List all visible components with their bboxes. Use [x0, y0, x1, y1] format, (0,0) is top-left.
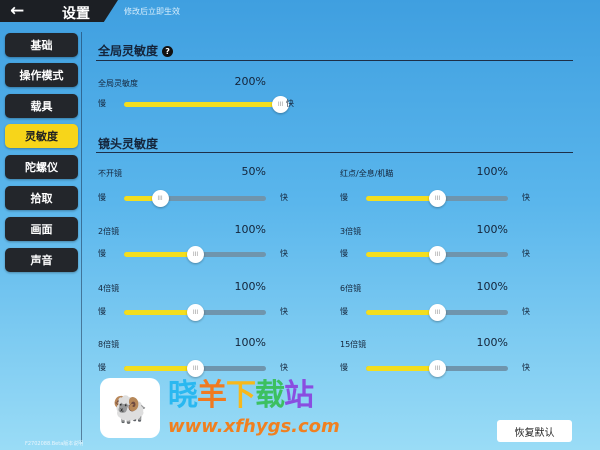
slider-handle[interactable]: III	[429, 304, 446, 321]
slider-handle[interactable]: III	[151, 190, 169, 207]
slow-label: 慢	[98, 99, 106, 108]
sensitivity-slider[interactable]: III	[124, 360, 266, 377]
slow-label: 慢	[98, 307, 106, 316]
slider-label: 6倍镜	[340, 284, 362, 293]
slider-label: 3倍镜	[340, 227, 362, 236]
sidebar-item[interactable]: 基础	[5, 33, 78, 57]
slider-value: 100%	[234, 223, 266, 236]
slider-fill	[366, 196, 437, 201]
fast-label: 快	[522, 249, 530, 258]
sensitivity-slider[interactable]: III	[366, 304, 508, 321]
back-arrow-icon[interactable]: ←	[10, 1, 25, 21]
slow-label: 慢	[98, 363, 106, 372]
divider	[96, 60, 573, 61]
slider-value: 100%	[234, 336, 266, 349]
sidebar-item[interactable]: 灵敏度	[5, 124, 78, 148]
fast-label: 快	[280, 249, 288, 258]
slider-fill	[124, 196, 160, 201]
slow-label: 慢	[340, 249, 348, 258]
header-bar	[0, 0, 118, 22]
page-title: 设置	[62, 6, 90, 22]
slider-fill	[124, 366, 195, 371]
sidebar-item[interactable]: 画面	[5, 217, 78, 241]
slider-value: 100%	[476, 223, 508, 236]
slider-value: 100%	[476, 280, 508, 293]
sidebar-item[interactable]: 拾取	[5, 186, 78, 210]
slow-label: 慢	[340, 307, 348, 316]
sidebar-item[interactable]: 操作模式	[5, 63, 78, 87]
fast-label: 快	[286, 99, 294, 108]
slider-fill	[366, 310, 437, 315]
slider-label: 2倍镜	[98, 227, 120, 236]
fast-label: 快	[280, 193, 288, 202]
slider-handle[interactable]: III	[187, 360, 204, 377]
slider-handle[interactable]: III	[429, 360, 446, 377]
watermark-url: www.xfhygs.com	[168, 416, 340, 437]
slider-handle[interactable]: III	[187, 246, 204, 263]
sensitivity-slider[interactable]: III	[124, 246, 266, 263]
slider-handle[interactable]: III	[187, 304, 204, 321]
slow-label: 慢	[340, 193, 348, 202]
sensitivity-slider[interactable]: III	[366, 246, 508, 263]
scope-section-title: 镜头灵敏度	[98, 137, 159, 151]
sensitivity-slider[interactable]: III	[366, 190, 508, 207]
global-section-title: 全局灵敏度?	[98, 42, 174, 59]
slider-fill	[366, 366, 437, 371]
slider-label: 4倍镜	[98, 284, 120, 293]
restore-default-button[interactable]: 恢复默认	[497, 420, 572, 442]
fast-label: 快	[522, 363, 530, 372]
slider-handle[interactable]: III	[429, 246, 446, 263]
divider	[96, 152, 573, 153]
slow-label: 慢	[98, 193, 106, 202]
slider-fill	[366, 252, 437, 257]
watermark-logo-icon: 🐏	[100, 378, 160, 438]
slider-fill	[124, 102, 280, 107]
fast-label: 快	[522, 307, 530, 316]
slider-value: 100%	[476, 336, 508, 349]
hint-text: 修改后立即生效	[124, 7, 180, 16]
divider	[81, 32, 82, 442]
slider-value: 50%	[241, 165, 266, 178]
slider-label: 不开镜	[98, 169, 122, 178]
slow-label: 慢	[340, 363, 348, 372]
sensitivity-slider[interactable]: III	[124, 304, 266, 321]
help-icon[interactable]: ?	[162, 46, 174, 57]
sensitivity-slider[interactable]: III	[124, 96, 289, 113]
slow-label: 慢	[98, 249, 106, 258]
sidebar-item[interactable]: 载具	[5, 94, 78, 118]
slider-label: 全局灵敏度	[98, 79, 138, 88]
slider-fill	[124, 310, 195, 315]
sensitivity-slider[interactable]: III	[124, 190, 266, 207]
sidebar-item[interactable]: 陀螺仪	[5, 155, 78, 179]
version-text: F2702088.Beta版本说明	[25, 441, 84, 447]
slider-label: 红点/全息/机瞄	[340, 169, 394, 178]
sensitivity-slider[interactable]: III	[366, 360, 508, 377]
watermark-name: 晓羊下载站	[168, 378, 314, 413]
slider-handle[interactable]: III	[429, 190, 446, 207]
sidebar-item[interactable]: 声音	[5, 248, 78, 272]
slider-value: 100%	[476, 165, 508, 178]
slider-value: 200%	[234, 75, 266, 88]
slider-label: 15倍镜	[340, 340, 367, 349]
slider-fill	[124, 252, 195, 257]
fast-label: 快	[280, 363, 288, 372]
fast-label: 快	[522, 193, 530, 202]
fast-label: 快	[280, 307, 288, 316]
slider-handle[interactable]: III	[272, 96, 289, 113]
slider-value: 100%	[234, 280, 266, 293]
slider-label: 8倍镜	[98, 340, 120, 349]
